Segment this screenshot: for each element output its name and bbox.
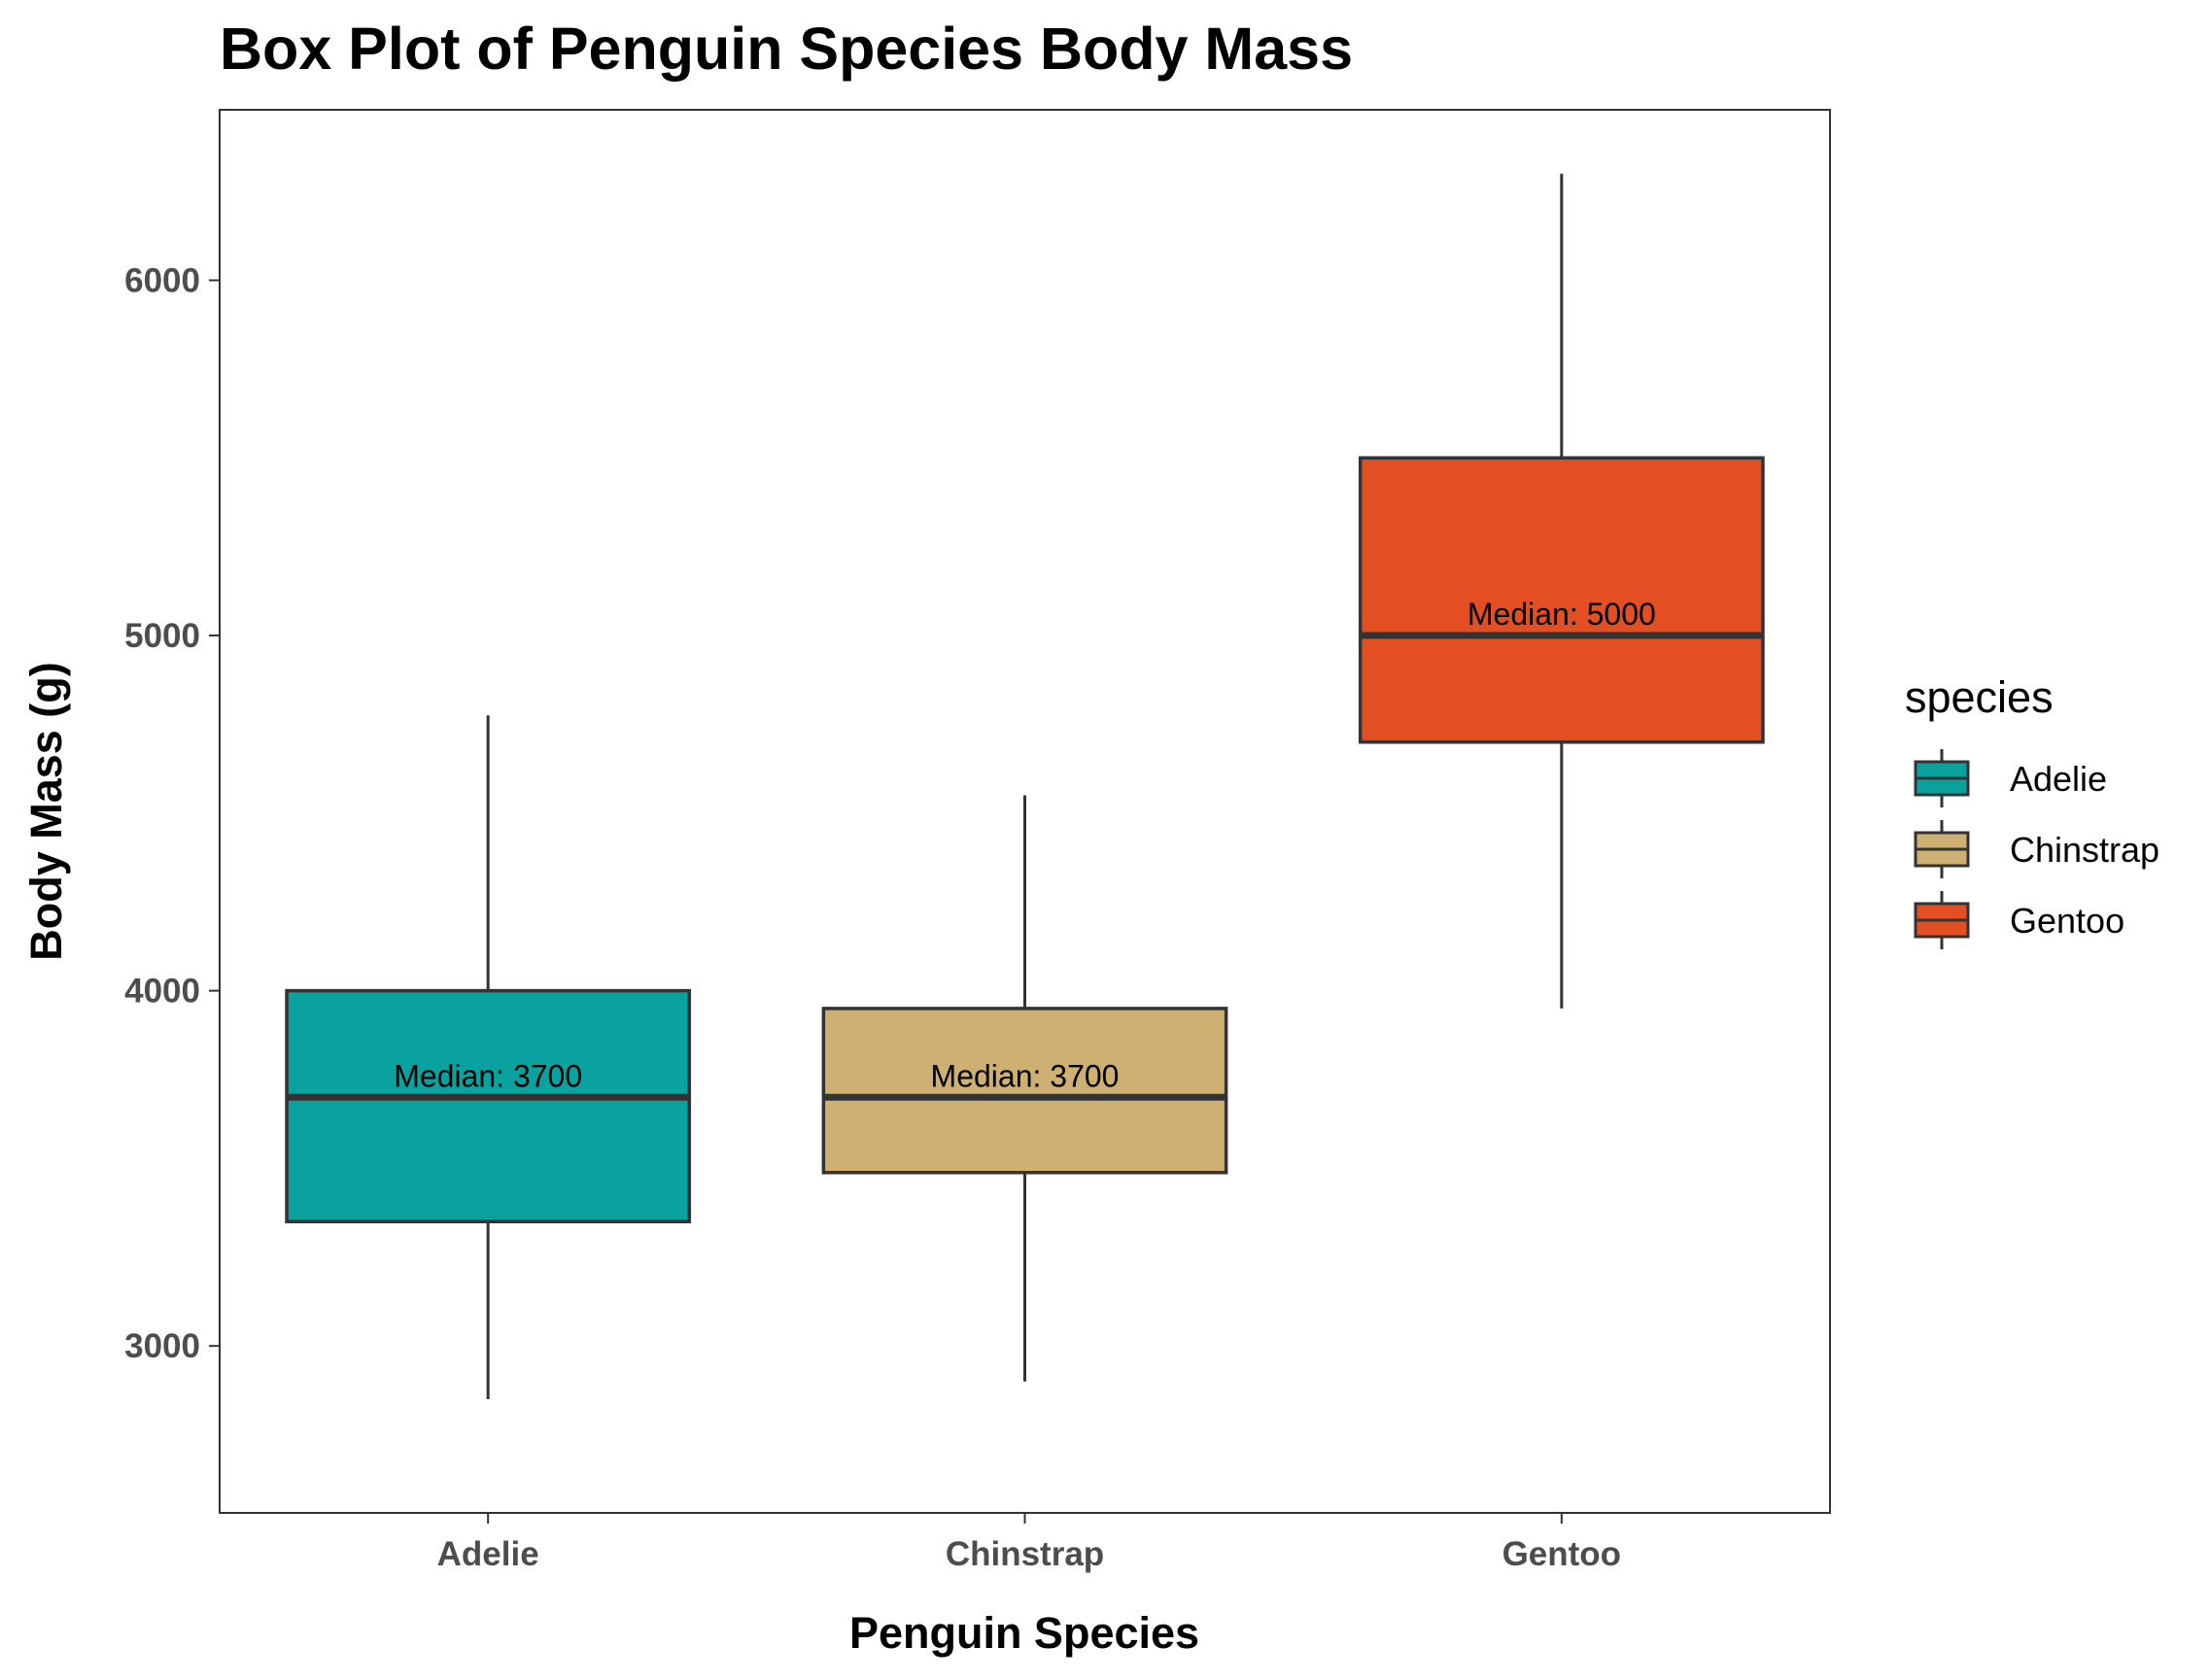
legend-item-chinstrap: Chinstrap bbox=[1914, 820, 2159, 878]
y-tick-label: 5000 bbox=[124, 617, 200, 655]
box-body bbox=[285, 988, 692, 1223]
y-axis-title: Body Mass (g) bbox=[21, 662, 71, 961]
legend-title: species bbox=[1905, 672, 2054, 722]
legend-item-gentoo: Gentoo bbox=[1914, 891, 2124, 949]
x-tick-label: Chinstrap bbox=[946, 1535, 1104, 1573]
x-tick-label: Gentoo bbox=[1502, 1535, 1621, 1573]
x-axis-title: Penguin Species bbox=[849, 1608, 1199, 1658]
box-body bbox=[1358, 456, 1765, 744]
legend-label: Gentoo bbox=[2010, 901, 2124, 941]
chart-title: Box Plot of Penguin Species Body Mass bbox=[220, 16, 1353, 82]
y-tick-label: 4000 bbox=[124, 973, 200, 1011]
x-axis: Adelie Chinstrap Gentoo bbox=[437, 1513, 1621, 1573]
legend-item-adelie: Adelie bbox=[1914, 749, 2107, 807]
x-tick-label: Adelie bbox=[437, 1535, 539, 1573]
legend-label: Adelie bbox=[2010, 759, 2107, 799]
median-label: Median: 3700 bbox=[931, 1058, 1120, 1093]
y-tick-label: 3000 bbox=[124, 1327, 200, 1365]
legend: species Adelie Chinstrap Gentoo bbox=[1905, 672, 2159, 949]
median-label: Median: 5000 bbox=[1468, 597, 1656, 632]
box-adelie: Median: 3700 bbox=[285, 715, 692, 1400]
median-label: Median: 3700 bbox=[394, 1058, 582, 1093]
box-series: Median: 3700 Median: 3700 Median: 5000 bbox=[285, 173, 1765, 1400]
box-body bbox=[821, 1007, 1228, 1175]
box-chinstrap: Median: 3700 bbox=[821, 795, 1228, 1382]
box-gentoo: Median: 5000 bbox=[1358, 173, 1765, 1009]
y-axis: 3000 4000 5000 6000 bbox=[124, 261, 220, 1365]
legend-label: Chinstrap bbox=[2010, 830, 2159, 870]
y-tick-label: 6000 bbox=[124, 261, 200, 299]
